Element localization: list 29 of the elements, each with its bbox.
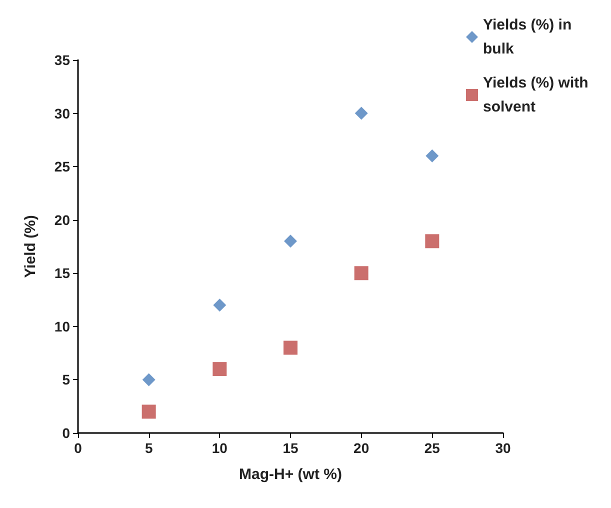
- y-tick-label: 10: [54, 318, 70, 334]
- y-tick-label: 35: [54, 52, 70, 68]
- point: [354, 106, 368, 120]
- y-axis-title: Yield (%): [22, 215, 39, 278]
- x-tick-label: 25: [424, 440, 440, 456]
- x-axis-title: Mag-H+ (wt %): [239, 466, 342, 483]
- point: [284, 340, 298, 355]
- x-tick-label: 15: [282, 440, 298, 456]
- point: [142, 404, 156, 419]
- point: [212, 362, 227, 376]
- y-tick-label: 30: [54, 105, 70, 122]
- point: [354, 266, 368, 280]
- x-tick-label: 5: [144, 440, 153, 456]
- legend-label: Yields (%) in bulk: [483, 16, 576, 58]
- y-tick-label: 20: [54, 212, 70, 228]
- y-tick-label: 5: [62, 372, 70, 388]
- x-tick-label: 20: [354, 440, 370, 456]
- x-tick-label: 30: [495, 440, 511, 456]
- point: [142, 373, 156, 386]
- x-tick-label: 0: [74, 440, 82, 456]
- y-tick-label: 0: [62, 425, 70, 441]
- point: [426, 149, 439, 162]
- point: [284, 234, 297, 248]
- legend-label: Yields (%) with solvent: [483, 74, 592, 116]
- point: [213, 298, 226, 312]
- point: [425, 234, 440, 248]
- x-tick-label: 10: [212, 440, 228, 456]
- y-tick-label: 15: [54, 265, 70, 282]
- y-tick-label: 25: [54, 158, 70, 175]
